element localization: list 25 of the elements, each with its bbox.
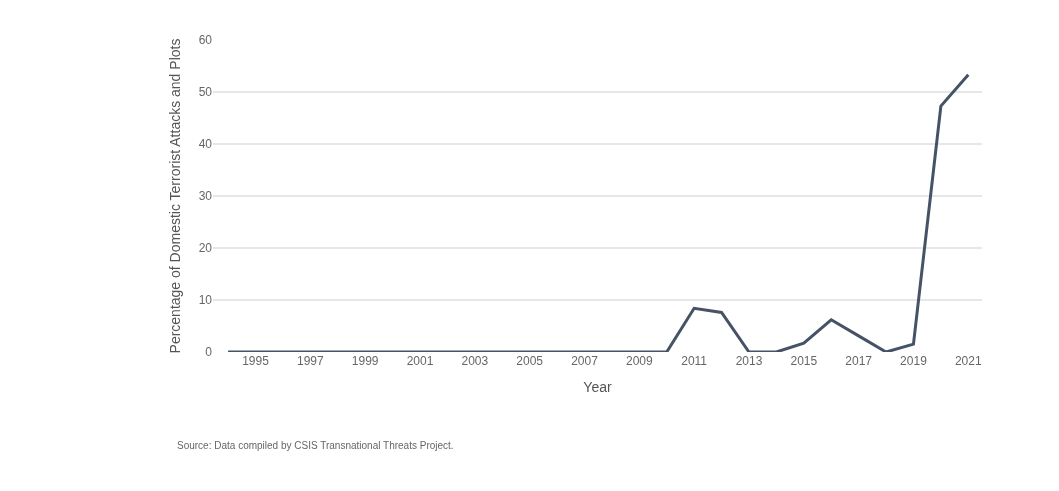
y-tick-label: 60 — [198, 33, 213, 48]
y-tick-label: 0 — [205, 345, 213, 360]
x-tick-label: 2021 — [954, 354, 982, 368]
source-note: Source: Data compiled by CSIS Transnational Threats Project. — [177, 440, 454, 451]
y-tick-label: 30 — [198, 189, 213, 204]
x-tick-label: 2013 — [735, 354, 763, 368]
x-tick-label: 2001 — [406, 354, 434, 368]
y-tick-label: 20 — [198, 241, 213, 256]
x-axis-title: Year — [583, 379, 612, 396]
y-tick-label: 10 — [198, 293, 213, 308]
y-tick-label: 50 — [198, 85, 213, 100]
x-tick-label: 2017 — [845, 354, 873, 368]
x-tick-label: 2003 — [461, 354, 489, 368]
x-tick-label: 1999 — [351, 354, 379, 368]
x-tick-label: 2005 — [516, 354, 544, 368]
x-tick-label: 1995 — [242, 354, 270, 368]
x-tick-label: 1997 — [296, 354, 324, 368]
x-tick-label: 2011 — [681, 354, 708, 368]
y-axis-title: Percentage of Domestic Terrorist Attacks and Plots — [167, 38, 184, 354]
y-tick-label: 40 — [198, 137, 213, 152]
line-series — [226, 73, 970, 352]
x-tick-label: 2019 — [900, 354, 928, 368]
x-tick-label: 2009 — [625, 354, 653, 368]
x-tick-label: 2015 — [790, 354, 818, 368]
x-tick-label: 2007 — [571, 354, 599, 368]
